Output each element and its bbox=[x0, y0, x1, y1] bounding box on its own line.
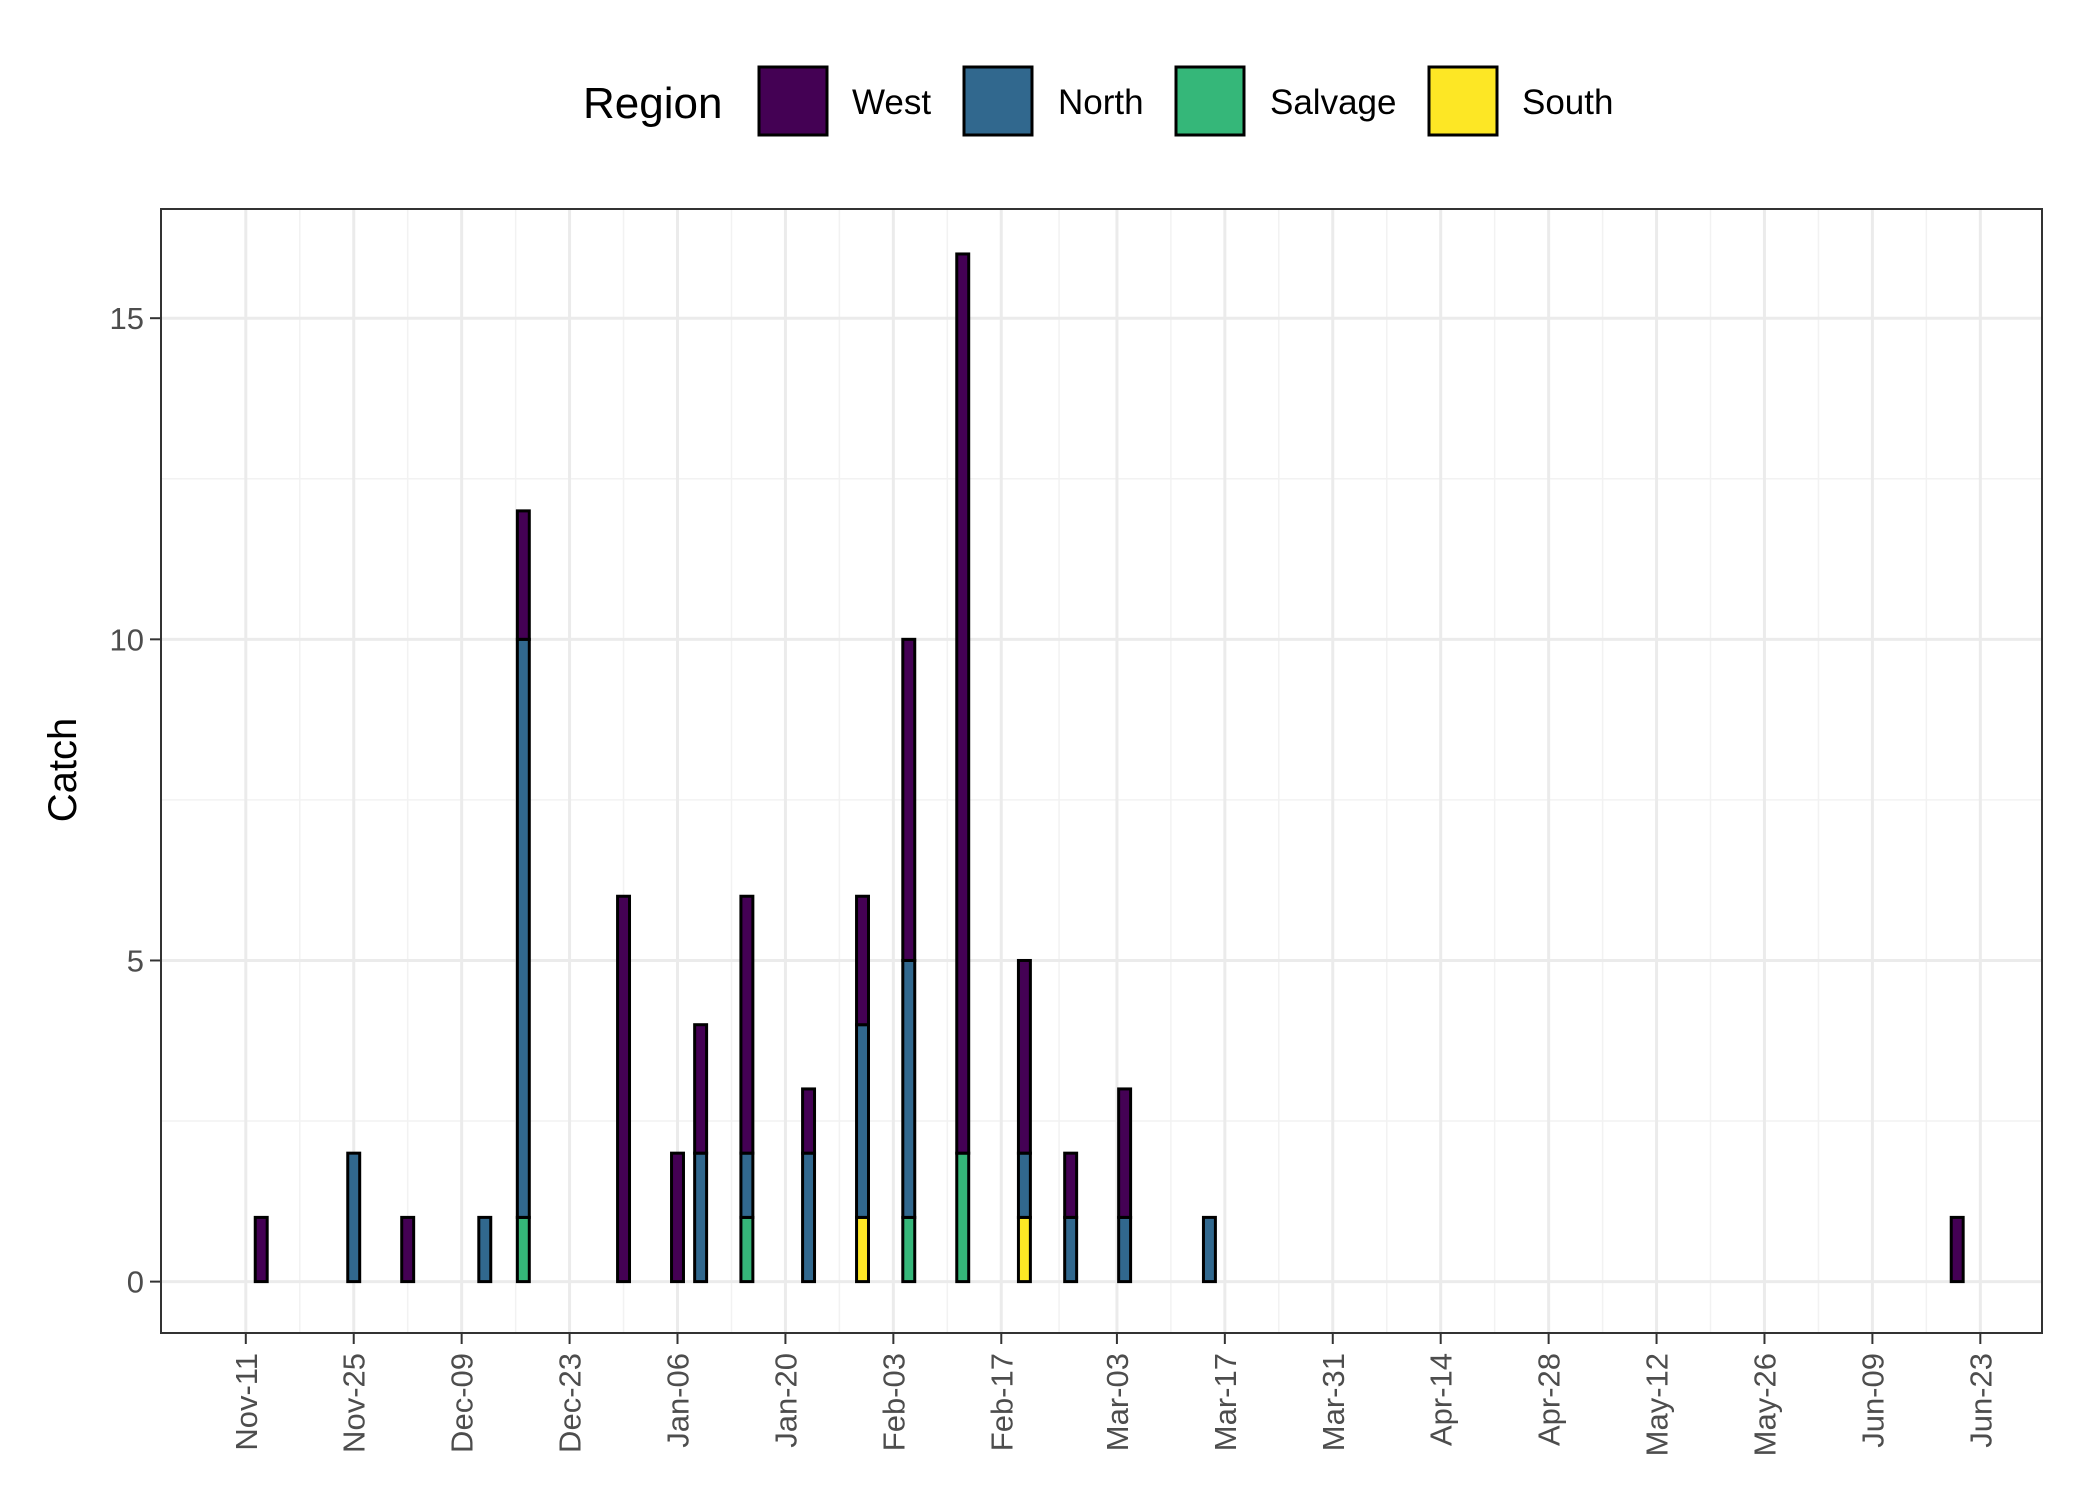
bar-segment-west bbox=[1016, 958, 1032, 1155]
legend-key-north bbox=[962, 65, 1034, 137]
legend-key-west bbox=[757, 65, 829, 137]
bar-segment-west bbox=[955, 252, 971, 1155]
x-tick-label: Mar-17 bbox=[1208, 1353, 1243, 1451]
x-tick-label: Jan-20 bbox=[768, 1353, 803, 1448]
x-tick-label: Dec-09 bbox=[445, 1353, 480, 1453]
bar-segment-south bbox=[855, 1215, 870, 1284]
x-tick-label: Nov-25 bbox=[337, 1353, 372, 1453]
x-tick-label: Dec-23 bbox=[553, 1353, 588, 1453]
bar-segment-north bbox=[1063, 1215, 1079, 1284]
legend-title: Region bbox=[583, 79, 722, 128]
legend-key-salvage bbox=[1174, 65, 1246, 137]
x-tick-label: Feb-17 bbox=[984, 1353, 1019, 1451]
bar-segment-north bbox=[693, 1151, 709, 1284]
x-tick-label: Mar-31 bbox=[1316, 1353, 1351, 1451]
y-axis: 0 5 10 15 bbox=[110, 301, 161, 1300]
bar-segment-north bbox=[515, 637, 531, 1219]
bar-segment-west bbox=[1949, 1215, 1965, 1284]
bar-segment-west bbox=[253, 1215, 269, 1284]
bar-segment-north bbox=[1117, 1215, 1133, 1284]
bars bbox=[253, 252, 1965, 1284]
x-tick-label: Jun-23 bbox=[1963, 1353, 1998, 1448]
x-tick-label: Apr-14 bbox=[1424, 1353, 1459, 1446]
y-tick-label: 15 bbox=[110, 301, 144, 336]
grid-minor bbox=[161, 209, 2042, 1333]
bar-segment-north bbox=[1201, 1215, 1217, 1284]
legend-label-salvage: Salvage bbox=[1270, 83, 1396, 122]
bar-segment-north bbox=[1016, 1151, 1032, 1219]
bar-segment-west bbox=[693, 1023, 709, 1155]
bar-segment-west bbox=[1117, 1087, 1133, 1219]
legend: Region West North Salvage South bbox=[583, 65, 1613, 137]
bar-segment-salvage bbox=[955, 1151, 971, 1284]
x-axis: Nov-11 Nov-25 Dec-09 Dec-23 Jan-06 Jan-20 Feb-… bbox=[229, 1333, 1998, 1456]
panel-border bbox=[160, 208, 2043, 1334]
x-tick-label: Mar-03 bbox=[1100, 1353, 1135, 1451]
bar-segment-salvage bbox=[739, 1215, 755, 1284]
x-tick-label: Jan-06 bbox=[661, 1353, 696, 1448]
bar-segment-south bbox=[1016, 1215, 1032, 1284]
x-tick-label: Apr-28 bbox=[1532, 1353, 1567, 1446]
bar-segment-west bbox=[515, 509, 531, 641]
legend-label-west: West bbox=[852, 83, 931, 122]
bar-segment-west bbox=[901, 637, 917, 962]
bar-segment-west bbox=[670, 1151, 685, 1284]
legend-key-south bbox=[1427, 65, 1499, 137]
grid-major bbox=[161, 209, 2042, 1333]
x-tick-label: Jun-09 bbox=[1855, 1353, 1890, 1448]
legend-label-south: South bbox=[1522, 83, 1613, 122]
bar-segment-west bbox=[400, 1215, 416, 1284]
x-tick-label: May-26 bbox=[1747, 1353, 1782, 1456]
bar-segment-north bbox=[346, 1151, 362, 1284]
bar-segment-north bbox=[855, 1023, 870, 1219]
bar-segment-salvage bbox=[901, 1215, 917, 1284]
x-tick-label: Feb-03 bbox=[876, 1353, 911, 1451]
bar-segment-north bbox=[477, 1215, 493, 1284]
bar-segment-north bbox=[801, 1151, 817, 1284]
bar-segment-west bbox=[739, 894, 755, 1155]
y-axis-title: Catch bbox=[41, 718, 85, 823]
bar-segment-west bbox=[801, 1087, 817, 1155]
bar-segment-north bbox=[739, 1151, 755, 1219]
legend-label-north: North bbox=[1058, 83, 1144, 122]
y-tick-label: 10 bbox=[110, 622, 144, 657]
x-tick-label: May-12 bbox=[1640, 1353, 1675, 1456]
bar-segment-west bbox=[1063, 1151, 1079, 1219]
bar-segment-north bbox=[901, 958, 917, 1219]
bar-segment-west bbox=[855, 894, 870, 1027]
x-tick-label: Nov-11 bbox=[229, 1353, 264, 1451]
y-tick-label: 0 bbox=[127, 1265, 144, 1300]
y-tick-label: 5 bbox=[127, 943, 144, 978]
bar-segment-west bbox=[616, 894, 632, 1284]
bar-segment-salvage bbox=[515, 1215, 531, 1284]
